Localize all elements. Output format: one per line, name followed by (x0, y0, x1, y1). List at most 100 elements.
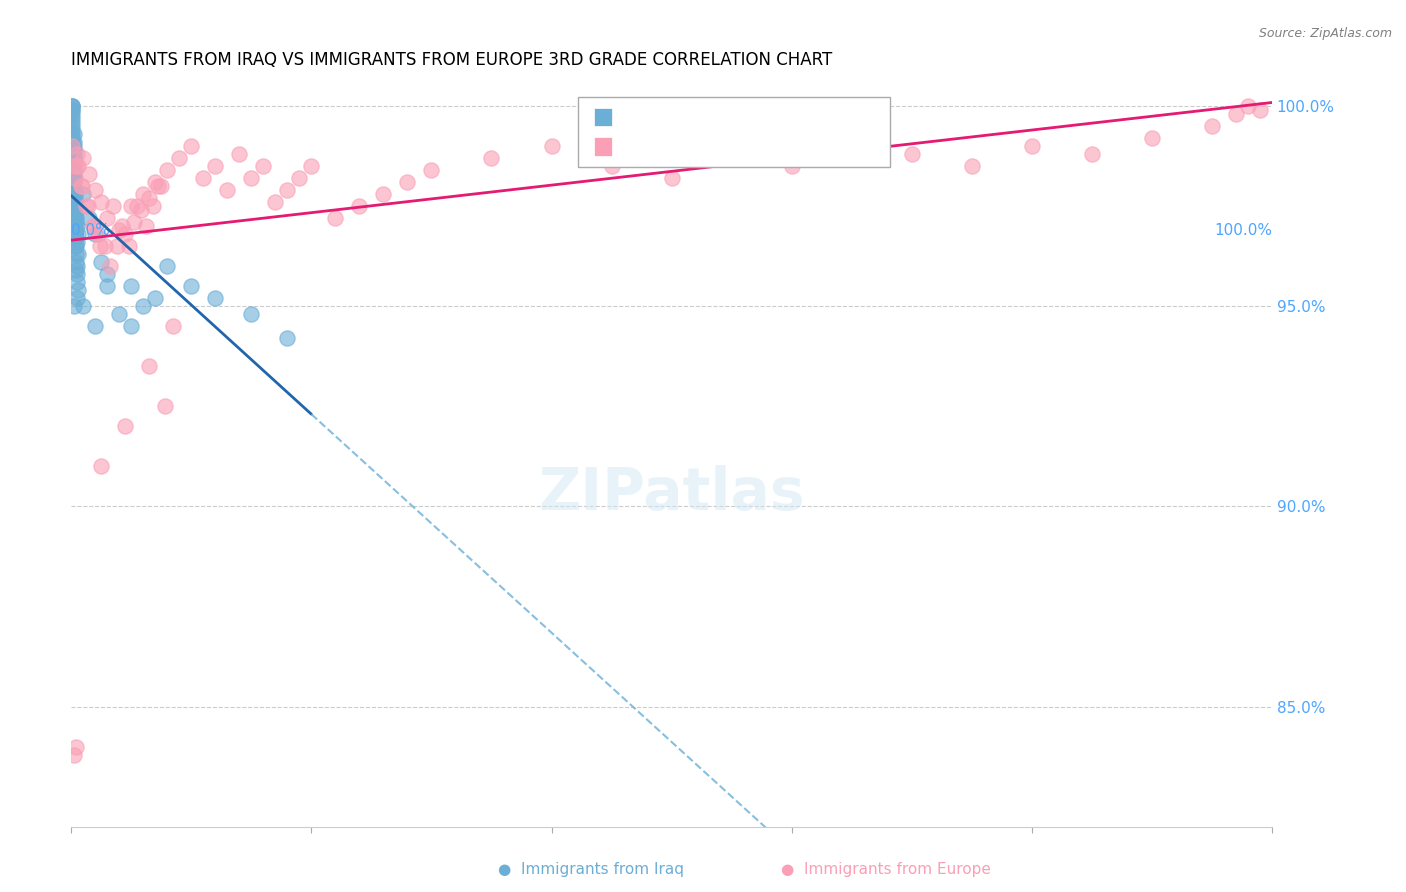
Point (62, 151, 84, 165)
Point (96, 278, 118, 293)
Point (62, 98, 84, 112)
Point (132, 186, 155, 201)
Point (481, 151, 503, 165)
Point (77, 167, 100, 181)
Point (63, 186, 86, 201)
Point (62, 130, 84, 145)
Point (420, 162, 443, 177)
Point (62, 146, 84, 161)
Point (62, 127, 84, 141)
Point (228, 146, 250, 161)
Text: 0.0%: 0.0% (72, 223, 110, 237)
Point (1237, 98, 1260, 112)
Point (122, 215, 145, 229)
Point (62, 175, 84, 189)
Point (780, 159, 803, 173)
Point (62, 135, 84, 149)
Point (62, 154, 84, 169)
Point (204, 291, 226, 305)
Text: R = -0.338   N = 84: R = -0.338 N = 84 (617, 112, 768, 127)
Point (62, 186, 84, 201)
Point (114, 419, 136, 434)
Point (1201, 119, 1223, 133)
Point (62, 138, 84, 153)
Point (90, 194, 112, 209)
Point (217, 183, 239, 197)
Text: ●  Immigrants from Europe: ● Immigrants from Europe (780, 863, 991, 877)
Point (65, 247, 87, 261)
Point (103, 199, 125, 213)
Point (70, 178, 93, 193)
Point (89, 239, 111, 253)
Point (661, 170, 683, 185)
Text: ZIPatlas: ZIPatlas (538, 465, 804, 522)
FancyBboxPatch shape (578, 96, 890, 167)
Point (62, 114, 84, 128)
Point (62, 143, 84, 157)
Point (396, 175, 419, 189)
Point (62, 162, 84, 177)
Point (63, 170, 86, 185)
Point (162, 318, 184, 333)
Point (62, 146, 84, 161)
Point (62, 159, 84, 173)
Point (142, 199, 165, 213)
Point (63, 183, 86, 197)
Point (138, 191, 160, 205)
Point (84, 318, 107, 333)
Text: R =  0.233   N = 80: R = 0.233 N = 80 (617, 141, 766, 156)
Point (62, 747, 84, 762)
Point (143, 291, 166, 305)
Point (600, 159, 623, 173)
Point (66, 235, 89, 249)
Point (63, 223, 86, 237)
Point (62, 167, 84, 181)
Point (1140, 130, 1163, 145)
Point (288, 170, 311, 185)
Point (841, 138, 863, 153)
Point (63, 199, 86, 213)
Text: Source: ZipAtlas.com: Source: ZipAtlas.com (1258, 27, 1392, 40)
Point (70, 178, 93, 193)
Point (96, 267, 118, 281)
Point (63, 199, 86, 213)
Point (114, 227, 136, 241)
Point (67, 283, 90, 297)
Point (65, 739, 87, 754)
Bar (593, 108, 612, 127)
Point (72, 299, 94, 313)
Text: IMMIGRANTS FROM IRAQ VS IMMIGRANTS FROM EUROPE 3RD GRADE CORRELATION CHART: IMMIGRANTS FROM IRAQ VS IMMIGRANTS FROM … (72, 51, 832, 69)
Point (120, 318, 142, 333)
Point (66, 275, 89, 289)
Point (540, 138, 562, 153)
Point (66, 291, 89, 305)
Point (65, 215, 87, 229)
Point (62, 127, 84, 141)
Point (67, 247, 90, 261)
Point (240, 170, 263, 185)
Point (62, 211, 84, 225)
Point (1225, 106, 1247, 120)
Point (77, 211, 100, 225)
Point (62, 143, 84, 157)
Point (132, 299, 155, 313)
Point (180, 278, 202, 293)
Point (98, 259, 121, 273)
Point (325, 211, 347, 225)
Point (65, 211, 87, 225)
Point (299, 159, 322, 173)
Point (66, 267, 89, 281)
Point (127, 199, 149, 213)
Point (62, 106, 84, 120)
Point (111, 219, 134, 233)
Point (240, 307, 263, 321)
Point (63, 231, 86, 245)
Point (105, 239, 128, 253)
Point (120, 278, 142, 293)
Point (63, 239, 86, 253)
Point (62, 151, 84, 165)
Point (75, 199, 97, 213)
Point (156, 259, 179, 273)
Point (62, 103, 84, 117)
Point (94, 239, 117, 253)
